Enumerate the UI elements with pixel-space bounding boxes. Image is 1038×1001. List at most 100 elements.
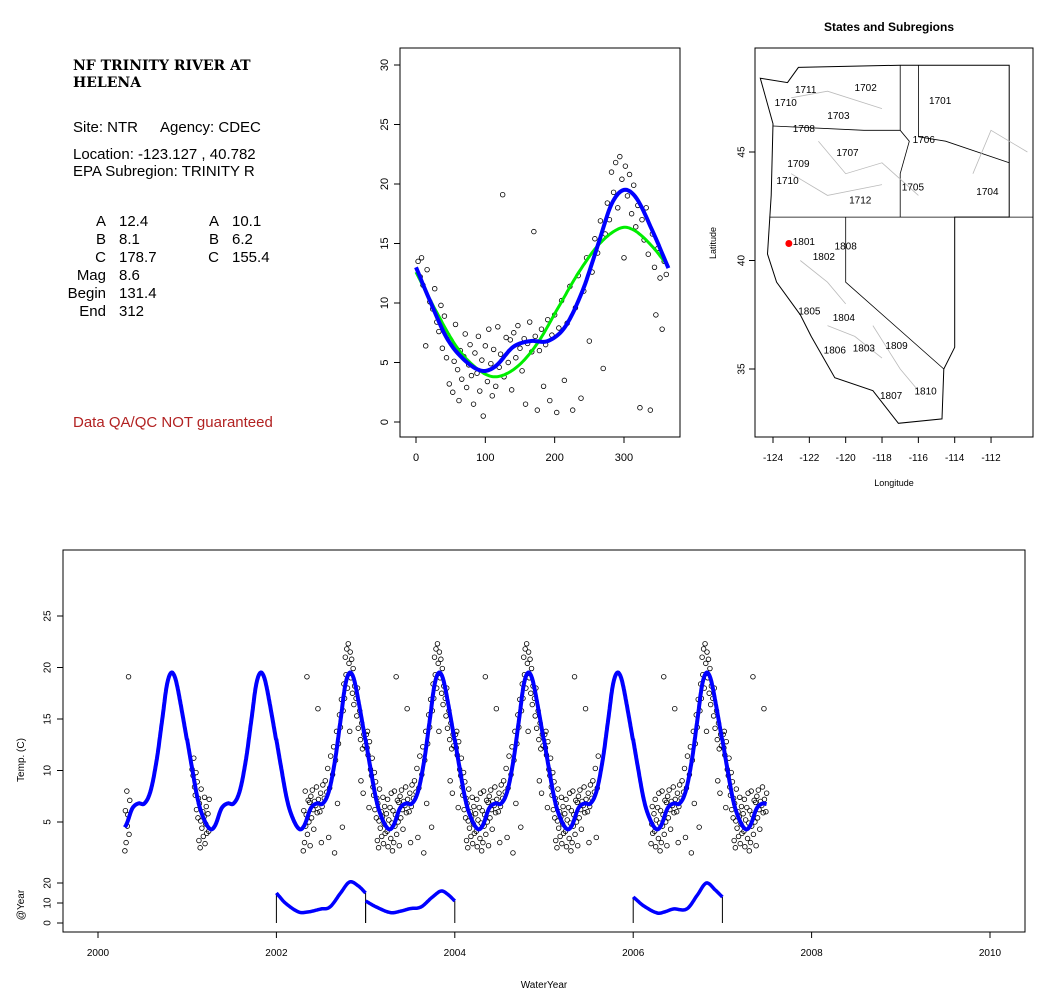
observation-point	[388, 835, 394, 842]
observation-point	[737, 840, 743, 847]
subregion-boundary	[972, 129, 1028, 174]
observation-point	[496, 790, 502, 796]
observation-point	[504, 834, 510, 841]
y-tick-label-lower: 10	[43, 897, 54, 909]
observation-point	[568, 848, 574, 854]
y-axis-label: Temp. (C)	[16, 738, 27, 782]
observation-point	[455, 804, 461, 811]
observation-point	[733, 786, 740, 792]
observation-point	[487, 815, 493, 821]
subregion-boundary	[790, 173, 883, 196]
observation-point	[753, 842, 759, 849]
y-tick-label: 30	[379, 59, 391, 71]
observation-point	[513, 800, 519, 807]
observation-point	[475, 333, 482, 340]
x-tick-label: 300	[615, 452, 633, 464]
observation-point	[557, 833, 563, 840]
subregion-label: 1712	[849, 196, 872, 207]
subregion-label: 1803	[853, 343, 876, 354]
site-marker	[785, 240, 793, 248]
observation-point	[431, 654, 438, 660]
observation-point	[315, 796, 322, 803]
observation-point	[327, 753, 334, 759]
y-tick-label: 0	[379, 419, 391, 425]
observation-point	[345, 641, 351, 647]
observation-point	[505, 359, 511, 366]
observation-point	[320, 782, 326, 788]
observation-point	[480, 413, 486, 419]
observation-point	[746, 848, 752, 854]
subregion-label: 1709	[787, 159, 810, 170]
observation-point	[564, 817, 570, 823]
observation-point	[621, 255, 627, 261]
observation-point	[506, 753, 512, 759]
observation-point	[436, 649, 443, 655]
observation-point	[495, 324, 501, 330]
observation-point	[633, 224, 639, 230]
subregion-label: 1701	[929, 96, 952, 107]
observation-point	[490, 346, 497, 353]
state-boundary	[899, 65, 910, 218]
observation-point	[339, 824, 346, 830]
param-label: B	[95, 231, 106, 248]
observation-point	[489, 826, 495, 832]
y-tick-label: 40	[737, 255, 748, 267]
observation-point	[396, 842, 403, 849]
observation-point	[314, 810, 320, 816]
x-tick-label: 2002	[265, 948, 288, 959]
observation-point	[123, 839, 129, 846]
observation-point	[584, 809, 591, 815]
observation-point	[452, 321, 459, 328]
observation-point	[659, 788, 665, 794]
observation-point	[665, 815, 672, 821]
observation-point	[610, 189, 617, 196]
observation-point	[498, 782, 504, 788]
observation-point	[486, 326, 492, 332]
observation-point	[478, 848, 485, 854]
observation-point	[124, 788, 130, 794]
observation-point	[534, 407, 541, 413]
observation-point	[593, 834, 599, 841]
observation-point	[600, 365, 606, 372]
observation-point	[423, 800, 430, 807]
observation-point	[495, 809, 502, 815]
observation-point	[575, 793, 582, 799]
observation-point	[463, 837, 470, 844]
observation-point	[360, 790, 366, 796]
observation-point	[647, 407, 654, 413]
state-boundary	[772, 125, 901, 131]
observation-point	[374, 837, 381, 844]
observation-point	[563, 796, 569, 803]
observation-point	[499, 192, 506, 198]
observation-point	[381, 803, 388, 810]
observation-point	[465, 845, 471, 851]
observation-point	[562, 811, 568, 817]
observation-point	[393, 831, 400, 838]
observation-point	[428, 824, 435, 830]
observation-point	[318, 839, 325, 846]
observation-point	[348, 656, 355, 662]
observation-point	[664, 793, 671, 799]
observation-point	[615, 205, 621, 211]
y-tick-label: 15	[43, 713, 54, 725]
observation-point	[468, 372, 475, 379]
observation-point	[524, 660, 531, 667]
observation-point	[493, 383, 499, 389]
param-value: 131.4	[119, 285, 157, 302]
observation-point	[391, 788, 398, 794]
observation-point	[661, 674, 667, 680]
observation-point	[750, 831, 757, 838]
observation-point	[561, 377, 568, 384]
observation-point	[456, 397, 462, 404]
observation-point	[645, 251, 651, 257]
annual-fit-line	[632, 881, 724, 915]
observation-point	[443, 713, 449, 719]
observation-point	[376, 786, 383, 792]
observation-point	[415, 834, 421, 841]
observation-point	[390, 807, 396, 814]
observation-point	[201, 794, 208, 800]
subregion-label: 1801	[793, 237, 816, 248]
param-label: Begin	[67, 285, 106, 302]
subregion-boundary	[791, 90, 883, 109]
observation-point	[655, 835, 662, 842]
